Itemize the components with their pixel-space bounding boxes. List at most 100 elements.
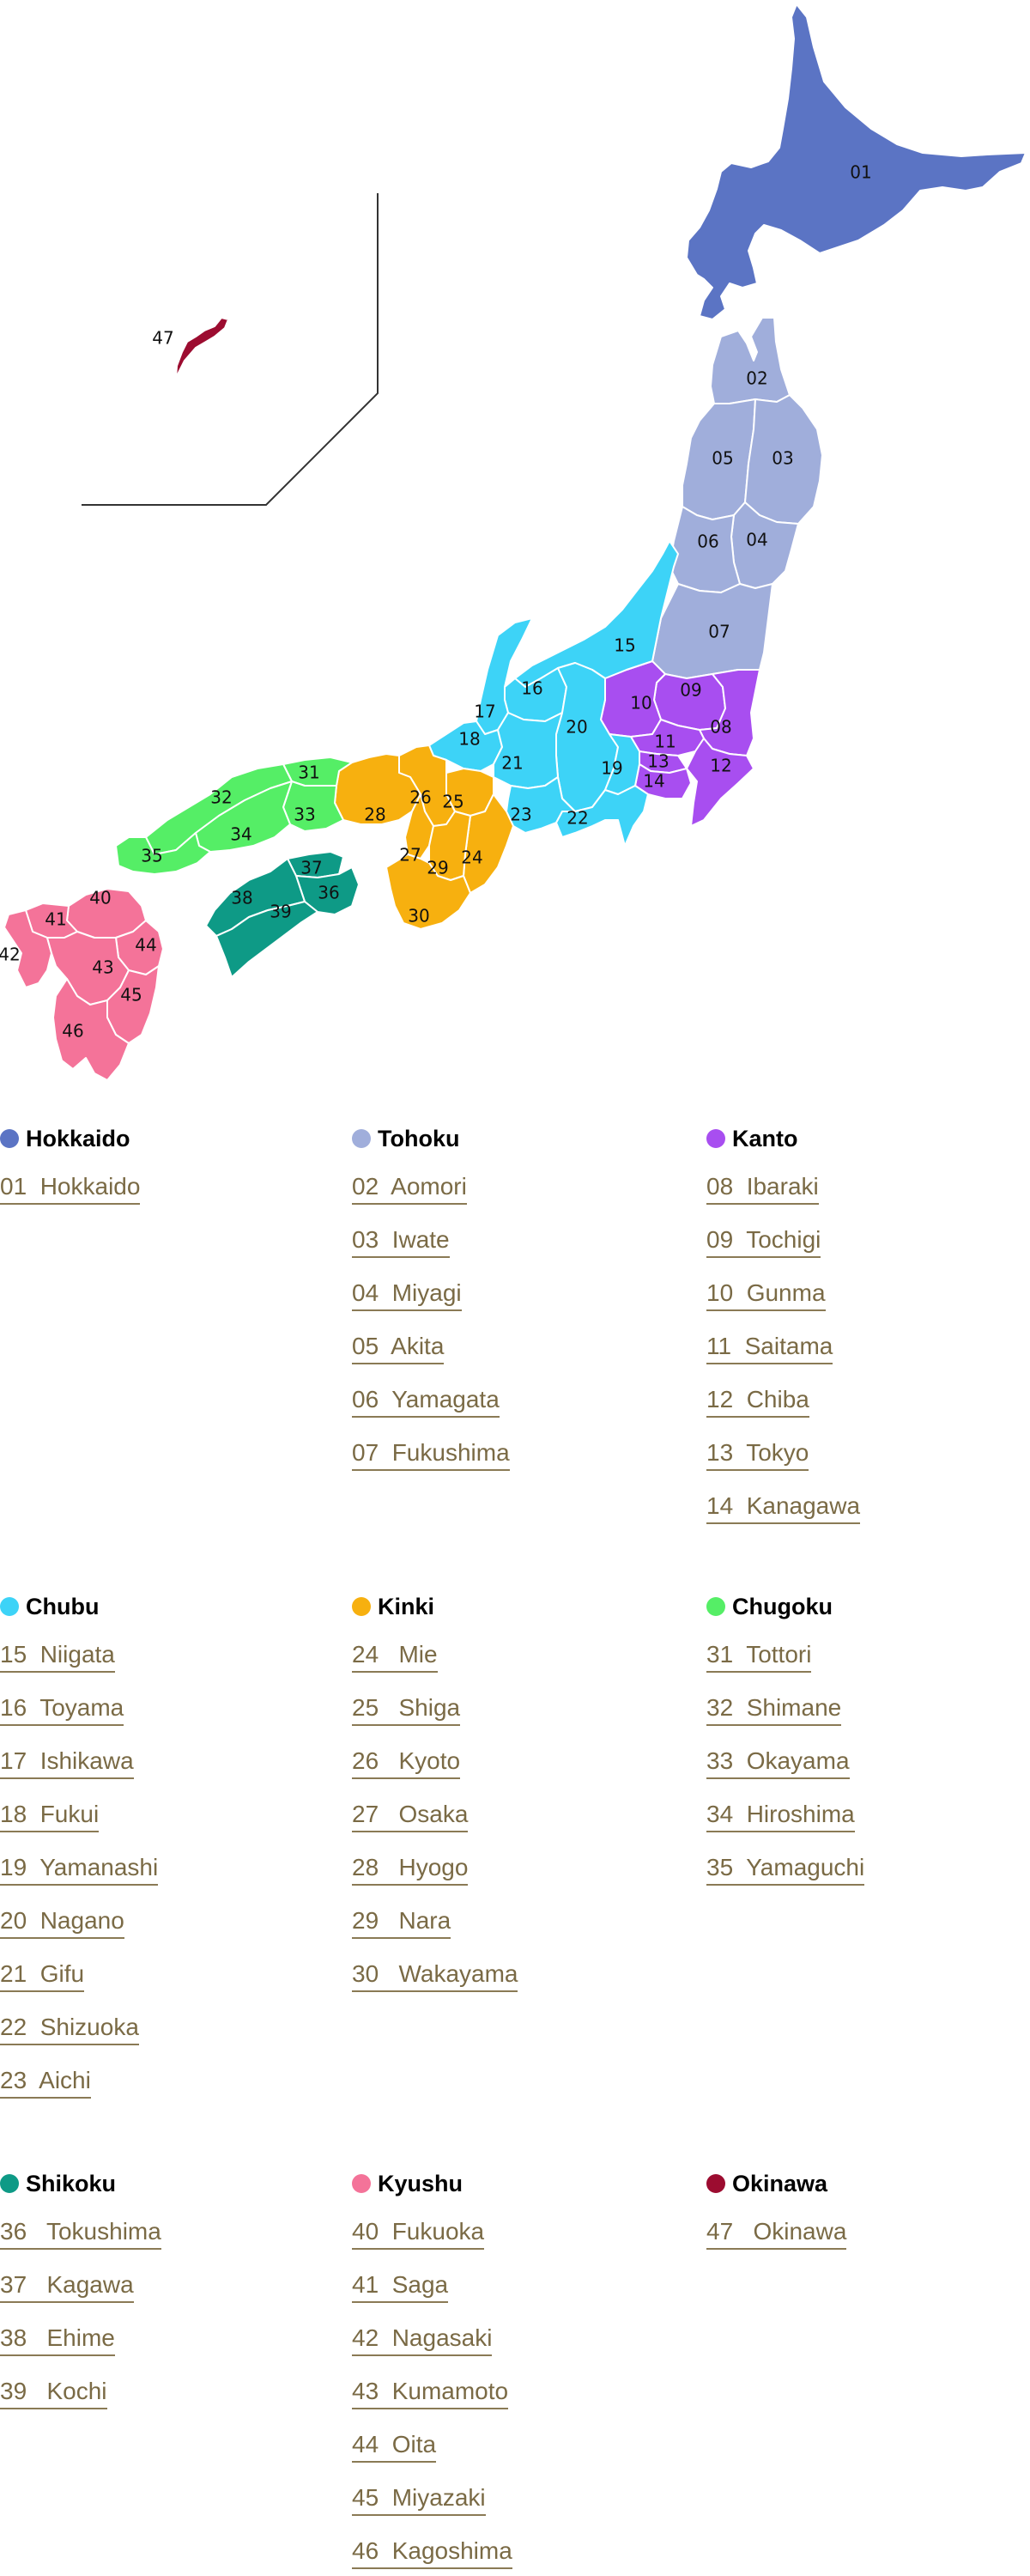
pref-01-hokkaido[interactable] bbox=[686, 3, 1027, 320]
prefecture-link[interactable]: 01 Hokkaido bbox=[0, 1172, 141, 1205]
prefecture-link[interactable]: 23 Aichi bbox=[0, 2066, 91, 2099]
prefecture-link[interactable]: 22 Shizuoka bbox=[0, 2013, 139, 2045]
prefecture-link[interactable]: 04 Miyagi bbox=[352, 1279, 462, 1311]
prefecture-link[interactable]: 18 Fukui bbox=[0, 1800, 100, 1832]
pref-46-kagoshima[interactable] bbox=[52, 978, 130, 1081]
prefecture-link[interactable]: 11 Saitama bbox=[706, 1332, 833, 1364]
prefecture-link[interactable]: 42 Nagasaki bbox=[352, 2324, 493, 2356]
prefecture-link[interactable]: 25 Shiga bbox=[352, 1693, 461, 1726]
prefecture-link[interactable]: 38 Ehime bbox=[0, 2324, 115, 2356]
region-heading: Shikoku bbox=[0, 2170, 343, 2197]
pref-label-01: 01 bbox=[850, 162, 871, 183]
region-heading: Chugoku bbox=[706, 1593, 1030, 1620]
prefecture-link[interactable]: 33 Okayama bbox=[706, 1747, 850, 1779]
prefecture-link[interactable]: 27 Osaka bbox=[352, 1800, 469, 1832]
prefecture-link[interactable]: 15 Niigata bbox=[0, 1640, 115, 1673]
region-color-dot-icon bbox=[0, 1597, 19, 1616]
pref-label-16: 16 bbox=[521, 678, 542, 699]
region-chubu: Chubu 15 Niigata 16 Toyama 17 Ishikawa 18 Fu… bbox=[0, 1593, 343, 2099]
prefecture-link[interactable]: 07 Fukushima bbox=[352, 1438, 510, 1471]
prefecture-link[interactable]: 16 Toyama bbox=[0, 1693, 124, 1726]
prefecture-link[interactable]: 09 Tochigi bbox=[706, 1225, 821, 1258]
pref-label-42: 42 bbox=[0, 945, 21, 965]
prefecture-link[interactable]: 47 Okinawa bbox=[706, 2217, 847, 2250]
prefecture-link[interactable]: 03 Iwate bbox=[352, 1225, 450, 1258]
pref-label-26: 26 bbox=[409, 787, 431, 808]
pref-label-33: 33 bbox=[294, 805, 315, 825]
list-item: 37 Kagawa bbox=[0, 2270, 343, 2304]
pref-45-miyazaki[interactable] bbox=[106, 965, 160, 1044]
prefecture-link[interactable]: 08 Ibaraki bbox=[706, 1172, 819, 1205]
list-item: 27 Osaka bbox=[352, 1800, 695, 1833]
pref-label-44: 44 bbox=[135, 935, 156, 956]
pref-03-iwate[interactable] bbox=[744, 394, 823, 525]
prefecture-link[interactable]: 39 Kochi bbox=[0, 2377, 107, 2409]
region-color-dot-icon bbox=[0, 1129, 19, 1148]
prefecture-link[interactable]: 13 Tokyo bbox=[706, 1438, 809, 1471]
prefecture-link-list: 47 Okinawa bbox=[706, 2217, 1030, 2251]
prefecture-link[interactable]: 26 Kyoto bbox=[352, 1747, 461, 1779]
region-color-dot-icon bbox=[706, 1597, 725, 1616]
pref-39-kochi[interactable] bbox=[215, 901, 318, 978]
pref-29-nara[interactable] bbox=[428, 811, 471, 881]
prefecture-link[interactable]: 17 Ishikawa bbox=[0, 1747, 134, 1779]
prefecture-link[interactable]: 05 Akita bbox=[352, 1332, 445, 1364]
pref-label-11: 11 bbox=[654, 732, 676, 752]
pref-30-wakayama[interactable] bbox=[385, 854, 471, 930]
prefecture-link-list: 40 Fukuoka 41 Saga 42 Nagasaki 43 Kumamoto 4… bbox=[352, 2217, 695, 2570]
pref-42-nagasaki[interactable] bbox=[3, 909, 52, 988]
okinawa-inset-frame bbox=[82, 193, 379, 506]
pref-47-okinawa[interactable] bbox=[175, 317, 229, 379]
list-item: 01 Hokkaido bbox=[0, 1172, 343, 1206]
pref-label-41: 41 bbox=[45, 909, 66, 930]
list-item: 32 Shimane bbox=[706, 1693, 1030, 1727]
region-title: Okinawa bbox=[732, 2170, 828, 2196]
list-item: 35 Yamaguchi bbox=[706, 1853, 1030, 1886]
pref-label-09: 09 bbox=[680, 680, 701, 701]
pref-label-23: 23 bbox=[510, 805, 531, 825]
prefecture-link[interactable]: 28 Hyogo bbox=[352, 1853, 469, 1886]
prefecture-link[interactable]: 24 Mie bbox=[352, 1640, 438, 1673]
prefecture-link[interactable]: 45 Miyazaki bbox=[352, 2483, 486, 2516]
prefecture-link[interactable]: 10 Gunma bbox=[706, 1279, 826, 1311]
pref-label-24: 24 bbox=[461, 848, 482, 868]
prefecture-link[interactable]: 31 Tottori bbox=[706, 1640, 812, 1673]
pref-12-chiba[interactable] bbox=[686, 738, 754, 827]
prefecture-link[interactable]: 32 Shimane bbox=[706, 1693, 842, 1726]
prefecture-link[interactable]: 46 Kagoshima bbox=[352, 2537, 512, 2569]
prefecture-link[interactable]: 02 Aomori bbox=[352, 1172, 467, 1205]
prefecture-link[interactable]: 36 Tokushima bbox=[0, 2217, 161, 2250]
list-item: 11 Saitama bbox=[706, 1332, 1030, 1365]
prefecture-link[interactable]: 41 Saga bbox=[352, 2270, 449, 2303]
pref-label-06: 06 bbox=[697, 532, 718, 552]
list-item: 17 Ishikawa bbox=[0, 1747, 343, 1780]
prefecture-link[interactable]: 14 Kanagawa bbox=[706, 1492, 861, 1524]
prefecture-link-list: 36 Tokushima 37 Kagawa 38 Ehime 39 Kochi bbox=[0, 2217, 343, 2410]
prefecture-link[interactable]: 21 Gifu bbox=[0, 1959, 85, 1992]
prefecture-link[interactable]: 06 Yamagata bbox=[352, 1385, 500, 1418]
pref-label-30: 30 bbox=[408, 906, 429, 927]
prefecture-link[interactable]: 29 Nara bbox=[352, 1906, 451, 1939]
prefecture-link-list: 31 Tottori 32 Shimane 33 Okayama 34 Hiroshi… bbox=[706, 1640, 1030, 1886]
prefecture-link[interactable]: 35 Yamaguchi bbox=[706, 1853, 865, 1886]
list-item: 08 Ibaraki bbox=[706, 1172, 1030, 1206]
prefecture-link[interactable]: 20 Nagano bbox=[0, 1906, 124, 1939]
prefecture-link[interactable]: 12 Chiba bbox=[706, 1385, 809, 1418]
pref-21-gifu[interactable] bbox=[493, 712, 563, 789]
prefecture-link[interactable]: 19 Yamanashi bbox=[0, 1853, 159, 1886]
pref-label-20: 20 bbox=[566, 717, 587, 738]
list-item: 33 Okayama bbox=[706, 1747, 1030, 1780]
prefecture-link[interactable]: 37 Kagawa bbox=[0, 2270, 134, 2303]
prefecture-link[interactable]: 34 Hiroshima bbox=[706, 1800, 855, 1832]
prefecture-link[interactable]: 43 Kumamoto bbox=[352, 2377, 509, 2409]
pref-02-aomori[interactable] bbox=[710, 317, 791, 404]
list-item: 13 Tokyo bbox=[706, 1438, 1030, 1472]
pref-label-27: 27 bbox=[399, 845, 421, 866]
prefecture-link[interactable]: 44 Oita bbox=[352, 2430, 437, 2463]
list-item: 42 Nagasaki bbox=[352, 2324, 695, 2357]
pref-35-yamaguchi[interactable] bbox=[115, 832, 211, 875]
prefecture-link[interactable]: 40 Fukuoka bbox=[352, 2217, 485, 2250]
prefecture-link[interactable]: 30 Wakayama bbox=[352, 1959, 518, 1992]
